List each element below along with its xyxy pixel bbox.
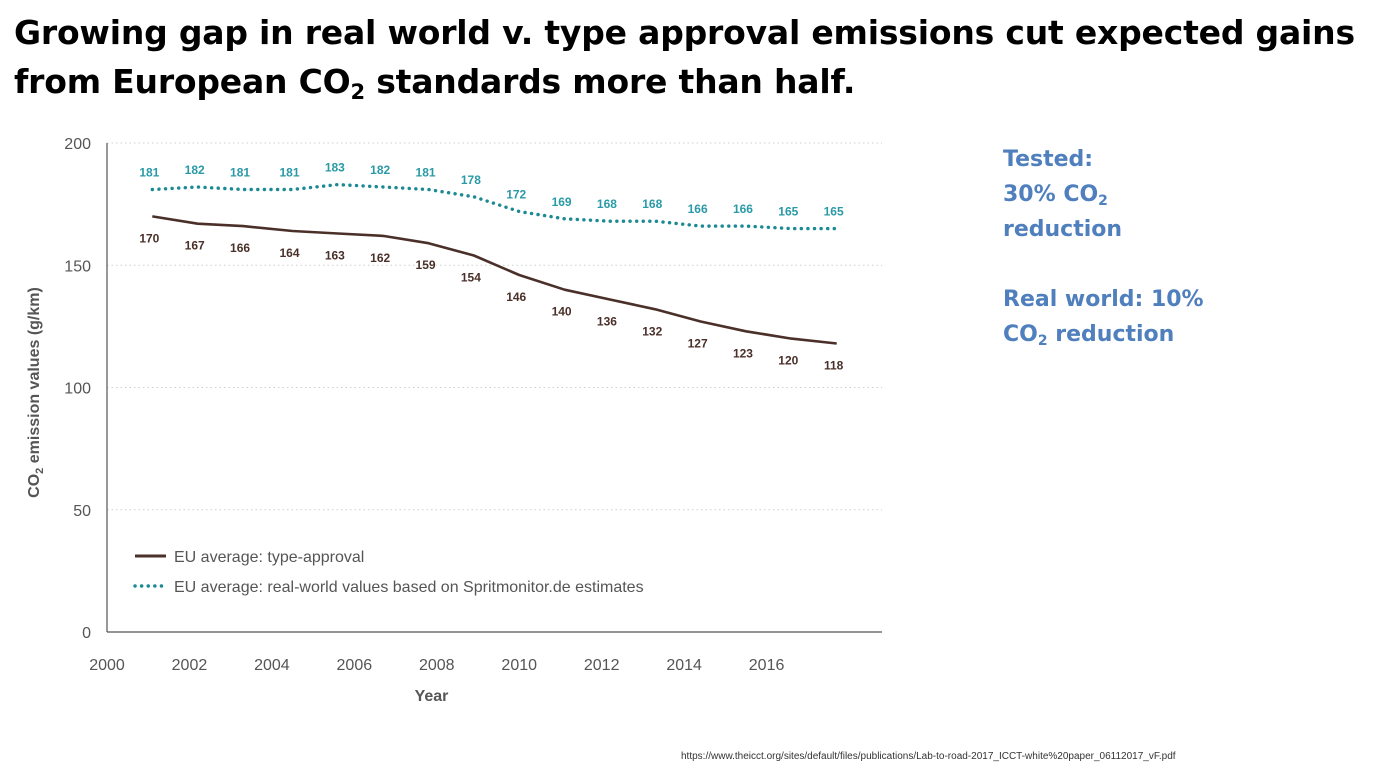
data-label-real-world-3: 181 <box>279 165 299 179</box>
tested-annotation-line-2: 30% CO2 <box>1003 177 1393 212</box>
tested-annotation: Tested: 30% CO2 reduction <box>1003 142 1393 247</box>
x-tick-label-2006: 2006 <box>337 657 373 674</box>
tested-annotation-line-3: reduction <box>1003 217 1123 242</box>
slide-title-subscript: 2 <box>350 80 365 104</box>
y-tick-label-200: 200 <box>64 136 91 153</box>
data-label-real-world-13: 166 <box>733 202 753 216</box>
data-label-type-approval-7: 154 <box>461 270 481 284</box>
series-line-type-approval <box>152 215 837 345</box>
tested-annotation-value: 30% CO <box>1003 182 1099 207</box>
real-world-annotation-co: CO <box>1003 322 1038 347</box>
data-label-real-world-1: 182 <box>185 163 205 177</box>
y-axis-title-rest: emission values (g/km) <box>26 287 43 468</box>
data-label-real-world-0: 181 <box>139 165 159 179</box>
y-tick-label-150: 150 <box>64 258 91 275</box>
data-label-type-approval-9: 140 <box>552 305 572 319</box>
slide-title-line-2: from European CO2 standards more than ha… <box>14 57 1394 106</box>
data-label-type-approval-5: 162 <box>370 251 390 265</box>
data-label-real-world-15: 165 <box>824 205 844 219</box>
y-tick-label-0: 0 <box>82 625 91 642</box>
data-label-type-approval-10: 136 <box>597 314 617 328</box>
data-label-real-world-5: 182 <box>370 163 390 177</box>
y-axis-title-subscript: 2 <box>34 468 46 474</box>
slide-title: Growing gap in real world v. type approv… <box>14 8 1394 106</box>
data-label-real-world-14: 165 <box>778 205 798 219</box>
x-tick-label-2012: 2012 <box>584 657 620 674</box>
data-label-real-world-6: 181 <box>416 165 436 179</box>
data-label-type-approval-15: 118 <box>824 358 844 372</box>
y-tick-label-100: 100 <box>64 381 91 398</box>
data-label-type-approval-12: 127 <box>688 336 708 350</box>
data-label-type-approval-1: 167 <box>185 239 205 253</box>
real-world-annotation-reduction: reduction <box>1047 322 1175 347</box>
data-label-real-world-12: 166 <box>688 202 708 216</box>
real-world-annotation-line-2: CO2 reduction <box>1003 317 1393 352</box>
slide-title-line-2-start: from European CO <box>14 62 351 101</box>
data-label-type-approval-8: 146 <box>506 290 526 304</box>
data-label-type-approval-4: 163 <box>325 248 345 262</box>
x-tick-label-2002: 2002 <box>172 657 208 674</box>
x-tick-label-2004: 2004 <box>254 657 290 674</box>
data-label-type-approval-3: 164 <box>279 246 299 260</box>
data-label-real-world-7: 178 <box>461 173 481 187</box>
data-label-type-approval-0: 170 <box>139 231 159 245</box>
x-tick-label-2014: 2014 <box>666 657 702 674</box>
data-label-type-approval-13: 123 <box>733 346 753 360</box>
series-line-real-world <box>150 182 839 231</box>
x-tick-label-2016: 2016 <box>749 657 785 674</box>
tested-annotation-line-1: Tested: <box>1003 147 1094 172</box>
x-tick-label-2010: 2010 <box>501 657 537 674</box>
y-tick-label-50: 50 <box>73 503 91 520</box>
data-label-type-approval-6: 159 <box>416 258 436 272</box>
real-world-annotation-line-1: Real world: 10% <box>1003 287 1204 312</box>
data-label-type-approval-14: 120 <box>778 354 798 368</box>
data-label-real-world-9: 169 <box>552 195 572 209</box>
data-label-real-world-8: 172 <box>506 187 526 201</box>
y-axis-title-co: CO <box>26 474 43 498</box>
data-label-real-world-10: 168 <box>597 197 617 211</box>
x-axis-title: Year <box>415 688 449 705</box>
slide-title-line-1: Growing gap in real world v. type approv… <box>14 13 1355 52</box>
y-axis-title: CO2 emission values (g/km) <box>26 287 46 498</box>
data-label-real-world-2: 181 <box>230 165 250 179</box>
data-label-real-world-11: 168 <box>642 197 662 211</box>
data-label-type-approval-11: 132 <box>642 324 662 338</box>
source-citation: https://www.theicct.org/sites/default/fi… <box>681 751 1176 762</box>
real-world-annotation: Real world: 10% CO2 reduction <box>1003 282 1393 352</box>
legend-label-type-approval: EU average: type-approval <box>174 549 364 566</box>
data-label-real-world-4: 183 <box>325 161 345 175</box>
data-label-type-approval-2: 166 <box>230 241 250 255</box>
tested-annotation-subscript: 2 <box>1098 193 1108 209</box>
real-world-annotation-subscript: 2 <box>1037 333 1048 349</box>
slide-title-line-2-end: standards more than half. <box>364 62 856 101</box>
legend-label-real-world: EU average: real-world values based on S… <box>174 579 644 596</box>
x-tick-label-2000: 2000 <box>89 657 125 674</box>
x-tick-label-2008: 2008 <box>419 657 455 674</box>
